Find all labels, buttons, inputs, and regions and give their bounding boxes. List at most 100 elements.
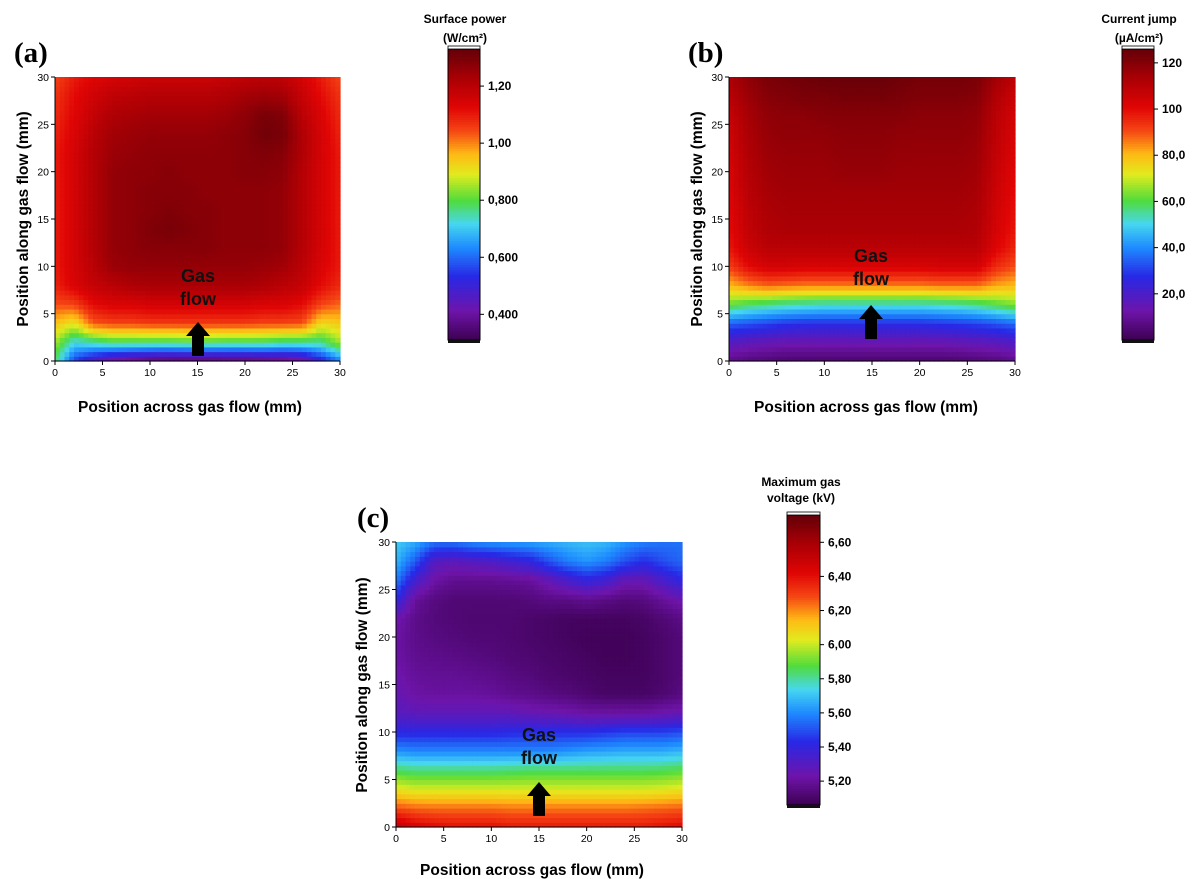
colorbar-segment xyxy=(448,196,480,200)
heatmap-cell xyxy=(150,176,156,182)
heatmap-cell xyxy=(83,91,89,97)
heatmap-cell xyxy=(330,190,336,196)
heatmap-cell xyxy=(116,247,123,253)
heatmap-cell xyxy=(953,323,959,329)
heatmap-cell xyxy=(55,148,61,154)
heatmap-cell xyxy=(283,133,289,140)
heatmap-cell xyxy=(330,242,336,248)
heatmap-cell xyxy=(197,105,203,111)
heatmap-cell xyxy=(953,308,959,315)
colorbar-segment xyxy=(448,226,480,229)
heatmap-cell xyxy=(226,95,232,102)
heatmap-cell xyxy=(159,200,165,206)
heatmap-cell xyxy=(135,299,142,305)
heatmap-cell xyxy=(178,185,184,192)
heatmap-cell xyxy=(69,95,75,102)
heatmap-cell xyxy=(962,308,968,315)
heatmap-cell xyxy=(852,271,859,277)
heatmap-cell xyxy=(311,124,317,130)
heatmap-cell xyxy=(135,209,142,215)
heatmap-cell xyxy=(126,81,132,88)
heatmap-cell xyxy=(140,304,146,310)
heatmap-cell xyxy=(273,223,279,230)
heatmap-cell xyxy=(183,346,189,353)
heatmap-cell xyxy=(221,81,227,88)
heatmap-cell xyxy=(335,280,341,286)
heatmap-cell xyxy=(316,275,322,282)
heatmap-cell xyxy=(819,275,825,282)
heatmap-cell xyxy=(211,77,218,83)
heatmap-cell xyxy=(74,100,80,106)
heatmap-cell xyxy=(131,138,137,144)
heatmap-cell xyxy=(278,318,284,324)
heatmap-cell xyxy=(330,214,336,220)
heatmap-cell xyxy=(64,95,70,102)
heatmap-cell xyxy=(245,318,251,324)
heatmap-cell xyxy=(245,204,251,211)
heatmap-cell xyxy=(862,308,868,315)
heatmap-cell xyxy=(116,176,123,182)
heatmap-cell xyxy=(924,294,930,301)
heatmap-cell xyxy=(154,190,161,196)
heatmap-cell xyxy=(88,95,94,102)
heatmap-cell xyxy=(192,266,199,272)
heatmap-cell xyxy=(962,299,968,305)
heatmap-cell xyxy=(259,342,265,348)
heatmap-cell xyxy=(249,171,256,177)
heatmap-cell xyxy=(245,190,251,196)
heatmap-cell xyxy=(116,148,123,154)
heatmap-cell xyxy=(283,299,289,305)
heatmap-cell xyxy=(259,223,265,230)
heatmap-cell xyxy=(240,100,246,106)
heatmap-cell xyxy=(306,204,313,211)
heatmap-cell xyxy=(93,204,99,211)
heatmap-cell xyxy=(254,200,260,206)
heatmap-cell xyxy=(805,318,811,324)
heatmap-cell xyxy=(919,308,926,315)
heatmap-cell xyxy=(771,266,778,272)
heatmap-cell xyxy=(192,294,199,301)
heatmap-cell xyxy=(321,86,327,92)
heatmap-cell xyxy=(311,261,317,267)
heatmap-cell xyxy=(164,313,170,319)
heatmap-cell xyxy=(102,242,108,248)
colorbar-segment xyxy=(448,240,480,244)
heatmap-cell xyxy=(83,247,89,253)
heatmap-cell xyxy=(249,256,256,263)
heatmap-cell xyxy=(306,148,313,154)
heatmap-cell xyxy=(254,105,260,111)
heatmap-cell xyxy=(321,190,327,196)
heatmap-cell xyxy=(131,86,137,92)
heatmap-cell xyxy=(335,351,341,357)
heatmap-cell xyxy=(776,332,783,338)
heatmap-cell xyxy=(240,318,246,324)
heatmap-cell xyxy=(121,152,127,159)
heatmap-cell xyxy=(240,247,246,253)
heatmap-cell xyxy=(202,162,208,168)
heatmap-cell xyxy=(159,290,165,296)
heatmap-cell xyxy=(321,223,327,230)
heatmap-cell xyxy=(857,275,864,282)
heatmap-cell xyxy=(767,299,773,305)
heatmap-cell xyxy=(900,337,906,343)
heatmap-cell xyxy=(283,308,289,315)
heatmap-cell xyxy=(743,356,749,362)
heatmap-cell xyxy=(107,214,113,220)
heatmap-cell xyxy=(112,266,118,272)
heatmap-cell xyxy=(131,95,137,102)
heatmap-cell xyxy=(1010,271,1016,277)
heatmap-cell xyxy=(192,233,199,239)
heatmap-cell xyxy=(211,337,218,343)
heatmap-cell xyxy=(240,133,246,140)
heatmap-cell xyxy=(259,285,265,291)
heatmap-cell xyxy=(254,233,260,239)
heatmap-cell xyxy=(924,356,930,362)
heatmap-cell xyxy=(852,266,859,272)
heatmap-cell xyxy=(857,318,864,324)
heatmap-cell xyxy=(330,256,336,263)
heatmap-cell xyxy=(202,304,208,310)
heatmap-cell xyxy=(316,114,322,121)
heatmap-cell xyxy=(249,95,256,102)
heatmap-cell xyxy=(78,242,85,248)
heatmap-cell xyxy=(211,171,218,177)
